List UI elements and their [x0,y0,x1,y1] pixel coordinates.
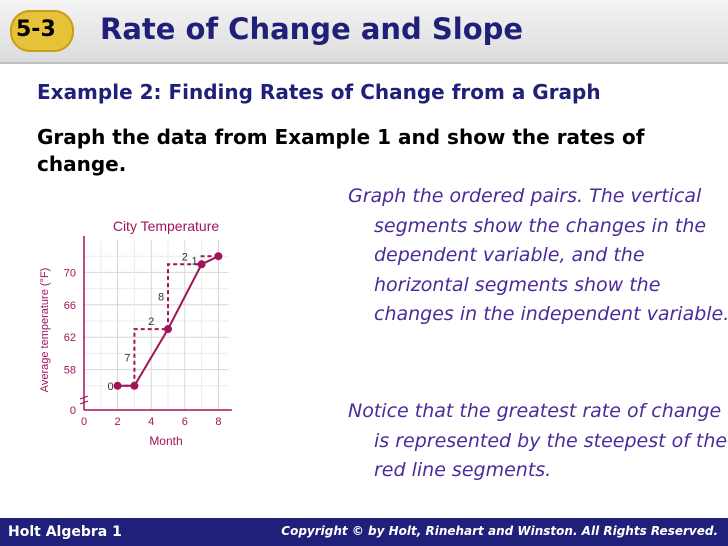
lesson-number: 5-3 [16,17,56,42]
y-tick-label: 58 [64,365,76,377]
series [113,252,223,390]
x-tick-label: 4 [148,416,154,428]
x-tick-label: 0 [81,416,87,428]
footer-book: Holt Algebra 1 [8,524,122,540]
change-segment [133,328,168,386]
y-tick-label: 62 [64,332,76,344]
data-point [197,260,206,269]
note-greatest-rate: Notice that the greatest rate of change … [348,400,728,481]
x-axis-label: Month [149,434,182,448]
note-ordered-pairs: Graph the ordered pairs. The vertical se… [348,185,728,325]
x-tick-label: 8 [215,416,221,428]
change-segment [167,263,202,330]
prompt-text: Graph the data from Example 1 and show t… [37,125,645,176]
lesson-badge: 5-3 [10,10,74,52]
horizontal-change-label: 2 [182,251,188,263]
y-tick-label: 70 [64,267,76,279]
chart-title: City Temperature [113,218,220,234]
vertical-change-label: 0 [108,381,114,393]
y-axis-label-group: Average temperature (°F) [39,268,51,393]
y-tick-label: 66 [64,300,76,312]
y-tick-label: 0 [70,405,76,417]
footer-bar: Holt Algebra 1 Copyright © by Holt, Rine… [0,518,728,546]
vertical-change-label: 7 [124,352,130,364]
x-tick-label: 6 [182,416,188,428]
footer-copyright: Copyright © by Holt, Rinehart and Winsto… [281,524,718,538]
slide-title: Rate of Change and Slope [100,12,524,46]
data-point [214,252,223,261]
vertical-change-label: 8 [158,292,164,304]
data-point [164,325,172,334]
axes [79,236,232,411]
example-heading: Example 2: Finding Rates of Change from … [37,80,601,104]
header-bar: 5-3 Rate of Change and Slope [0,0,728,64]
data-point [130,381,139,390]
grid [84,240,229,410]
city-temperature-chart: City Temperature Average temperature (°F… [39,218,232,448]
data-point [113,381,122,390]
y-axis-label: Average temperature (°F) [39,268,51,393]
x-tick-label: 2 [115,416,121,428]
vertical-change-label: 1 [192,255,198,267]
horizontal-change-label: 2 [148,316,154,328]
axis-break [79,395,89,405]
